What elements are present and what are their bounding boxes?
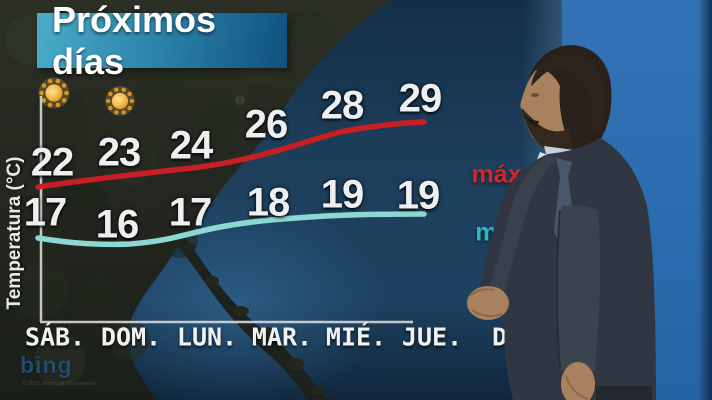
fist-shade [471, 309, 503, 318]
max-temp-label: 23 [97, 130, 141, 175]
day-label: MIÉ. [325, 322, 387, 352]
wall-shadow-edge [698, 0, 712, 400]
max-temp-label: 22 [30, 140, 74, 185]
max-temp-label: 28 [320, 83, 364, 128]
presenter-sleeve [556, 205, 601, 372]
sleeve-seam [556, 209, 561, 369]
presenter-hair-front [531, 54, 606, 132]
title-banner: Próximos días [37, 0, 287, 82]
hand-shade [565, 375, 589, 400]
min-temp-label: 17 [23, 190, 67, 235]
max-temp-line [35, 119, 427, 190]
day-label: LUN. [176, 322, 238, 352]
presenter-beard [522, 108, 572, 153]
peninsula-terrain [184, 243, 325, 395]
day-label: DOM. [100, 322, 162, 352]
max-temp-label: 29 [398, 76, 442, 121]
presenter-trousers [596, 386, 652, 400]
min-temp-label: 17 [168, 190, 212, 235]
min-temp-label: 19 [320, 172, 364, 217]
min-temp-label: 19 [396, 173, 440, 218]
min-temp-label: 18 [246, 180, 290, 225]
day-label: MAR. [251, 322, 313, 352]
presenter-eye [531, 93, 539, 97]
presenter-hand-fist [467, 286, 509, 320]
min-temp-label: 16 [95, 202, 139, 247]
presenter-lapel [490, 154, 556, 300]
presenter-mouth-shadow [524, 114, 539, 127]
max-temp-label: 26 [244, 102, 288, 147]
presenter-hand-down [561, 362, 595, 400]
day-label: JUE. [401, 322, 463, 352]
page-title: Próximos días [52, 0, 217, 82]
chart-axes [39, 96, 413, 324]
min-temp-line [35, 211, 427, 248]
day-label: SÁB. [24, 322, 86, 352]
max-temp-label: 24 [169, 123, 213, 168]
fist-detail [469, 288, 495, 297]
map-copyright: © 2010 Microsoft Corporation [22, 381, 96, 387]
bing-logo: bing [20, 352, 73, 378]
